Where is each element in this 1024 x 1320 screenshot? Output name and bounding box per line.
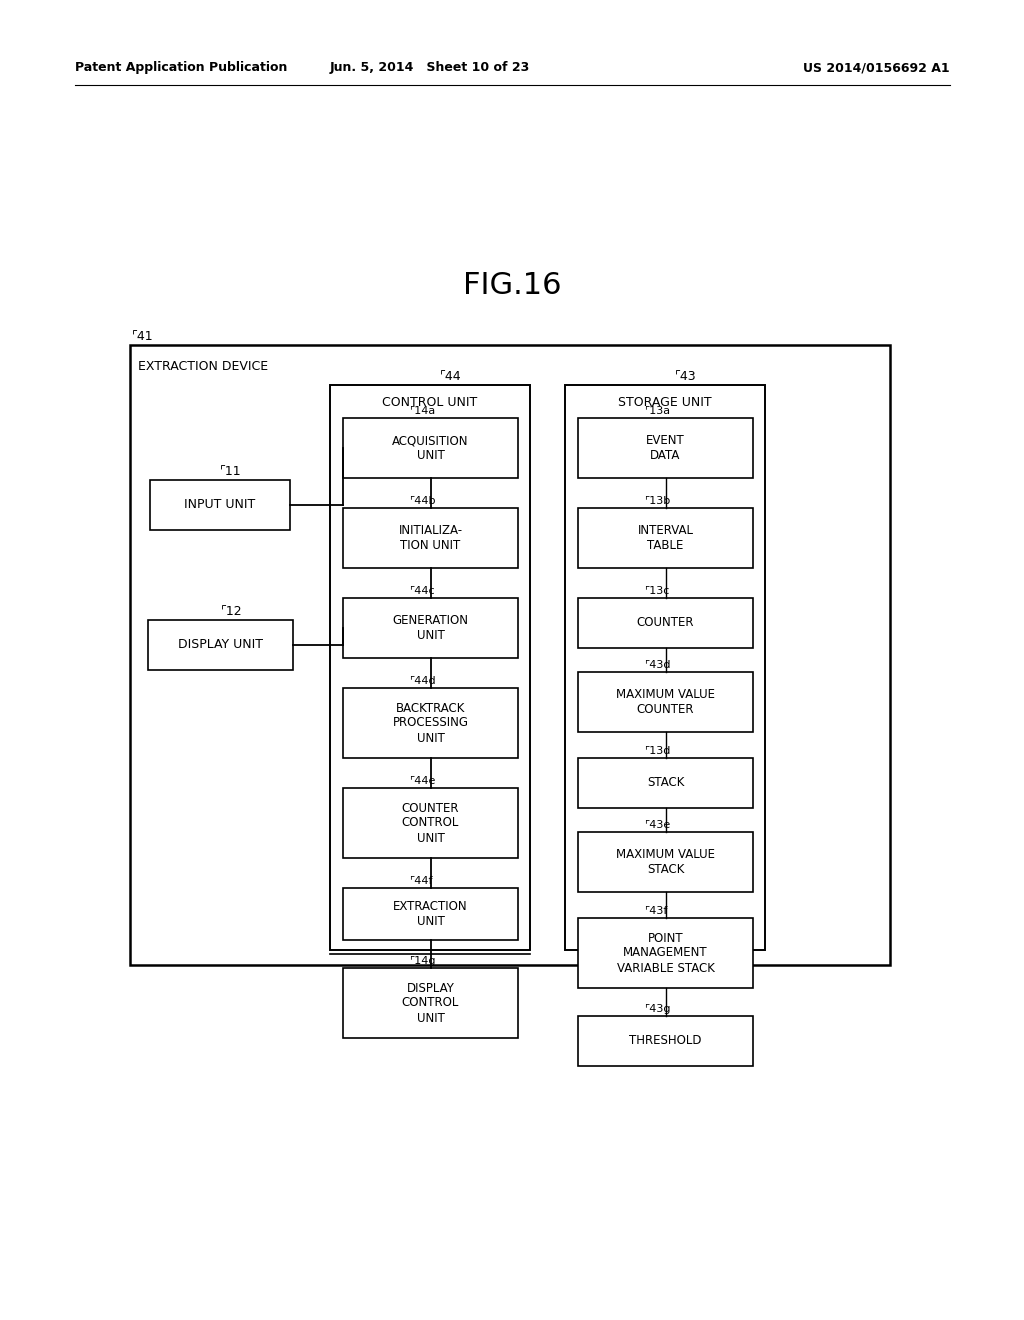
Text: INTERVAL
TABLE: INTERVAL TABLE [638,524,693,552]
FancyBboxPatch shape [343,968,518,1038]
Text: COUNTER
CONTROL
UNIT: COUNTER CONTROL UNIT [401,801,459,845]
Text: ⌜43d: ⌜43d [644,660,671,671]
FancyBboxPatch shape [565,385,765,950]
Text: ⌜44: ⌜44 [440,370,462,383]
FancyBboxPatch shape [330,385,530,950]
Text: ⌜41: ⌜41 [132,330,154,343]
Text: INITIALIZA-
TION UNIT: INITIALIZA- TION UNIT [398,524,463,552]
FancyBboxPatch shape [150,480,290,531]
Text: COUNTER: COUNTER [637,616,694,630]
FancyBboxPatch shape [148,620,293,671]
Text: ⌜43: ⌜43 [675,370,696,383]
Text: US 2014/0156692 A1: US 2014/0156692 A1 [804,62,950,74]
Text: EXTRACTION DEVICE: EXTRACTION DEVICE [138,360,268,374]
Text: ⌜11: ⌜11 [220,465,242,478]
Text: ACQUISITION
UNIT: ACQUISITION UNIT [392,434,469,462]
Text: ⌜44c: ⌜44c [410,586,435,597]
Text: ⌜44b: ⌜44b [410,496,436,506]
Text: DISPLAY
CONTROL
UNIT: DISPLAY CONTROL UNIT [401,982,459,1024]
Text: INPUT UNIT: INPUT UNIT [184,499,256,511]
FancyBboxPatch shape [343,508,518,568]
Text: ⌜43e: ⌜43e [644,820,671,830]
FancyBboxPatch shape [578,598,753,648]
Text: ⌜44f: ⌜44f [410,876,433,886]
Text: ⌜13b: ⌜13b [644,496,671,506]
Text: ⌜14g: ⌜14g [410,956,436,966]
Text: ⌜13d: ⌜13d [644,746,671,756]
Text: CONTROL UNIT: CONTROL UNIT [382,396,477,409]
Text: ⌜44e: ⌜44e [410,776,436,785]
FancyBboxPatch shape [130,345,890,965]
Text: ⌜13a: ⌜13a [644,407,671,416]
Text: STORAGE UNIT: STORAGE UNIT [618,396,712,409]
FancyBboxPatch shape [578,508,753,568]
FancyBboxPatch shape [578,1016,753,1067]
FancyBboxPatch shape [578,917,753,987]
Text: Patent Application Publication: Patent Application Publication [75,62,288,74]
FancyBboxPatch shape [343,788,518,858]
FancyBboxPatch shape [343,688,518,758]
Text: THRESHOLD: THRESHOLD [630,1035,701,1048]
Text: GENERATION
UNIT: GENERATION UNIT [392,614,469,642]
Text: Jun. 5, 2014   Sheet 10 of 23: Jun. 5, 2014 Sheet 10 of 23 [330,62,530,74]
Text: ⌜43g: ⌜43g [644,1005,671,1014]
Text: ⌜14a: ⌜14a [410,407,436,416]
Text: MAXIMUM VALUE
STACK: MAXIMUM VALUE STACK [616,847,715,876]
FancyBboxPatch shape [578,672,753,733]
FancyBboxPatch shape [578,832,753,892]
FancyBboxPatch shape [578,758,753,808]
FancyBboxPatch shape [343,598,518,657]
FancyBboxPatch shape [343,418,518,478]
FancyBboxPatch shape [343,888,518,940]
Text: POINT
MANAGEMENT
VARIABLE STACK: POINT MANAGEMENT VARIABLE STACK [616,932,715,974]
Text: ⌜43f: ⌜43f [644,906,668,916]
Text: ⌜44d: ⌜44d [410,676,436,686]
Text: ⌜12: ⌜12 [220,605,242,618]
Text: EXTRACTION
UNIT: EXTRACTION UNIT [393,900,468,928]
Text: ⌜13c: ⌜13c [644,586,670,597]
Text: DISPLAY UNIT: DISPLAY UNIT [178,639,263,652]
Text: FIG.16: FIG.16 [463,271,561,300]
Text: MAXIMUM VALUE
COUNTER: MAXIMUM VALUE COUNTER [616,688,715,715]
FancyBboxPatch shape [578,418,753,478]
Text: EVENT
DATA: EVENT DATA [646,434,685,462]
Text: STACK: STACK [647,776,684,789]
Text: BACKTRACK
PROCESSING
UNIT: BACKTRACK PROCESSING UNIT [392,701,469,744]
